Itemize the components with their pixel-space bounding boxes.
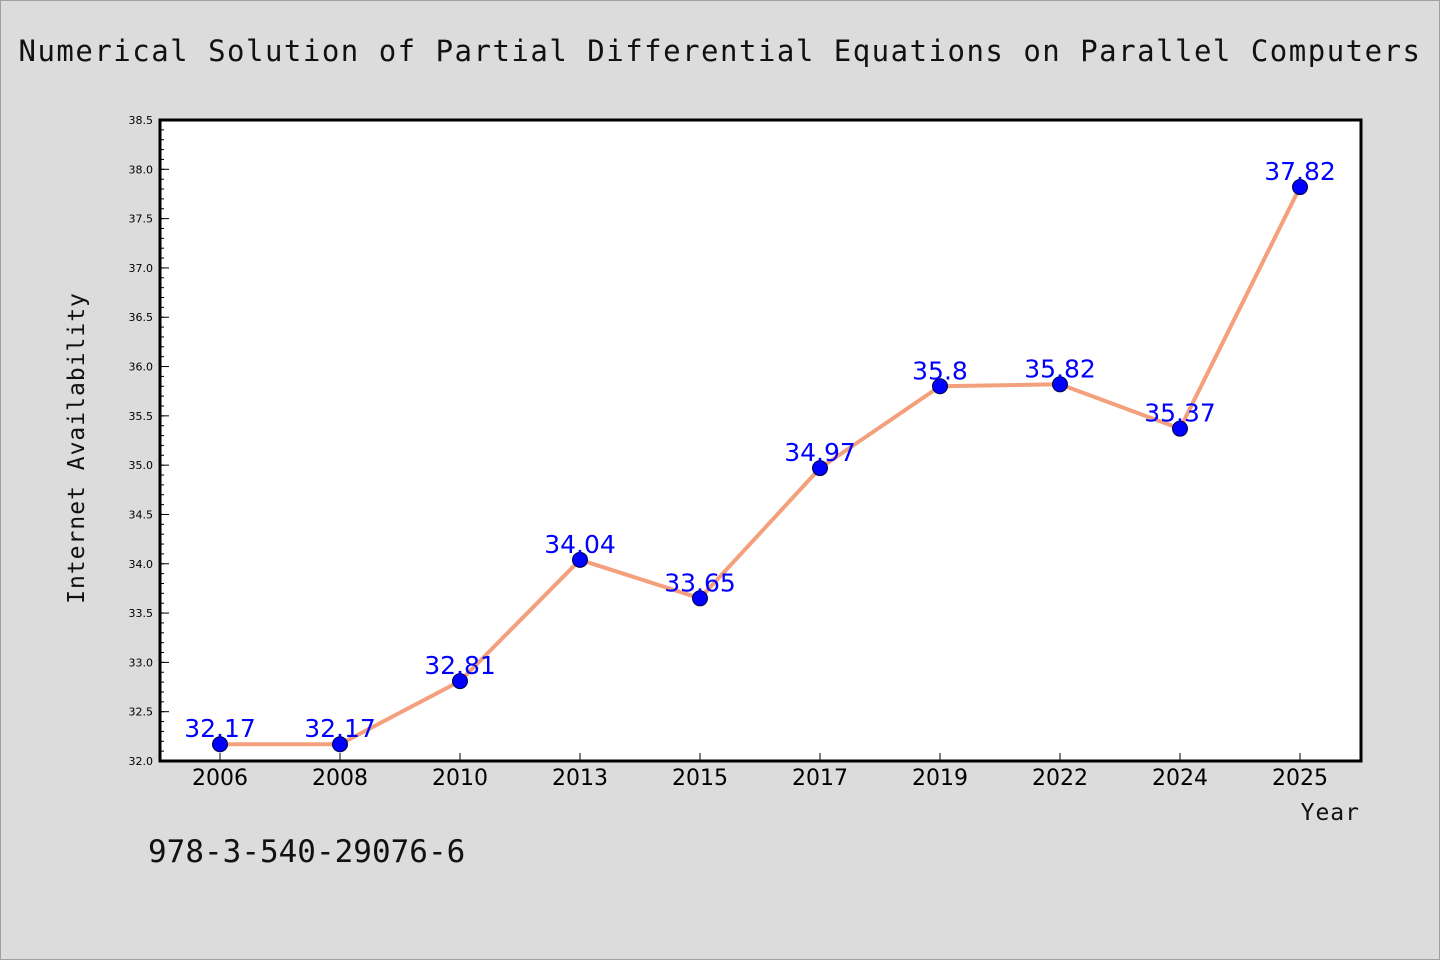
data-markers (212, 179, 1308, 753)
y-tick-label: 35.5 (129, 410, 154, 423)
y-tick-label: 33.5 (129, 607, 154, 620)
y-tick-label: 37.5 (129, 213, 154, 226)
x-tick-label: 2024 (1152, 766, 1208, 791)
isbn-text: 978-3-540-29076-6 (148, 834, 466, 870)
x-axis-title: Year (1301, 800, 1360, 826)
y-tick-label: 38.0 (129, 163, 154, 176)
x-tick-label: 2019 (912, 766, 968, 791)
data-point (572, 551, 588, 568)
x-tick-label: 2015 (672, 766, 728, 791)
data-label: 35.8 (912, 356, 968, 385)
x-tick-label: 2006 (192, 766, 248, 791)
data-label: 33.65 (664, 568, 736, 597)
y-tick-label: 38.5 (129, 114, 154, 127)
y-tick-label: 32.0 (129, 755, 154, 768)
series-line (218, 185, 1302, 747)
chart-title: Numerical Solution of Partial Differenti… (18, 34, 1422, 68)
data-point (932, 378, 948, 395)
data-label: 32.17 (184, 714, 256, 743)
data-point (332, 736, 348, 753)
x-tick-label: 2017 (792, 766, 848, 791)
x-tick-label: 2008 (312, 766, 368, 791)
y-tick-label: 33.0 (129, 656, 154, 669)
data-label: 35.37 (1144, 399, 1216, 428)
data-label: 32.81 (424, 651, 496, 680)
data-point (452, 673, 468, 690)
y-tick-label: 34.5 (129, 508, 154, 521)
data-label: 35.82 (1024, 354, 1096, 383)
x-tick-label: 2022 (1032, 766, 1088, 791)
x-tick-label: 2010 (432, 766, 488, 791)
y-tick-label: 32.5 (129, 706, 154, 719)
data-labels: 32.17 32.17 32.81 34.04 33.65 34.97 35.8 35.82 3… (184, 157, 1336, 743)
data-point (692, 590, 708, 607)
data-point (1292, 179, 1308, 196)
data-label: 34.04 (544, 530, 616, 559)
y-tick-label: 36.0 (129, 361, 154, 374)
x-axis: 2006 2008 2010 2013 2015 2017 2019 2022 2024 2025 (192, 753, 1328, 791)
data-point (812, 460, 828, 477)
x-tick-label: 2013 (552, 766, 608, 791)
x-tick-label: 2025 (1272, 766, 1328, 791)
data-point (1052, 376, 1068, 393)
y-axis: 32.0 32.5 33.0 33.5 34.0 34.5 35.0 35.5 36.0 36.5… (129, 114, 169, 768)
y-tick-label: 37.0 (129, 262, 154, 275)
y-tick-label: 35.0 (129, 459, 154, 472)
plot-area (158, 118, 1363, 763)
data-label: 37.82 (1264, 157, 1336, 186)
data-point (212, 736, 228, 753)
data-label: 34.97 (784, 438, 856, 467)
y-axis-title: Internet Availability (64, 292, 90, 604)
y-tick-label: 34.0 (129, 558, 154, 571)
data-point (1172, 420, 1188, 437)
y-tick-label: 36.5 (129, 311, 154, 324)
data-label: 32.17 (304, 714, 376, 743)
